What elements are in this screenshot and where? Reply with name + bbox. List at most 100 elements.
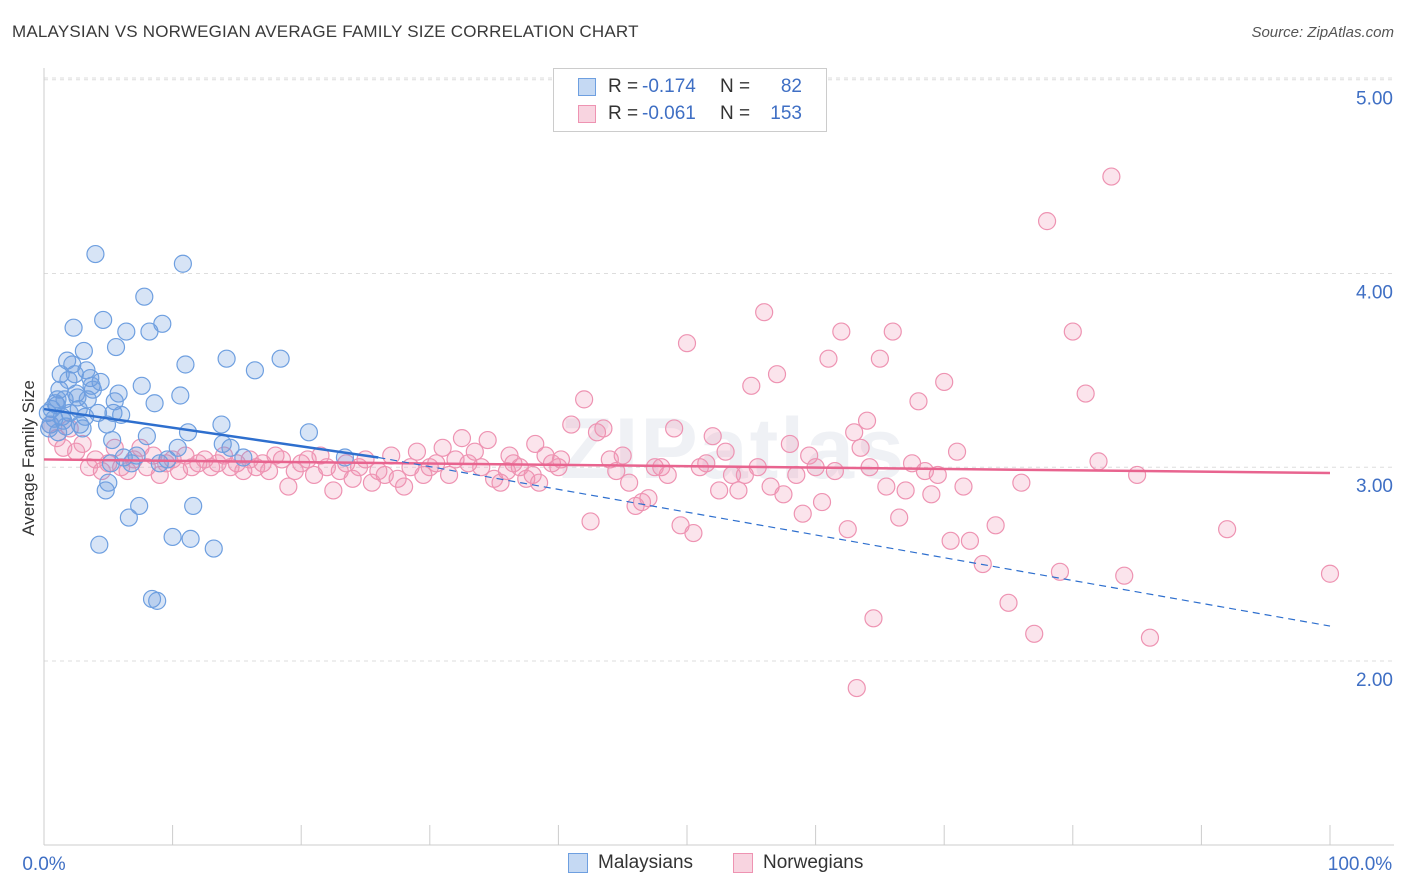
malaysian-point bbox=[168, 438, 187, 457]
malaysian-point bbox=[212, 415, 231, 434]
malaysian-point bbox=[176, 355, 195, 374]
axes bbox=[43, 68, 1394, 846]
legend-swatch-malaysian bbox=[578, 78, 596, 96]
norwegian-point bbox=[883, 322, 902, 341]
norwegian-point bbox=[343, 469, 362, 488]
malaysian-point bbox=[271, 349, 290, 368]
norwegian-point bbox=[845, 423, 864, 442]
legend-r-label: R = bbox=[608, 76, 639, 97]
norwegian-point bbox=[1127, 465, 1147, 485]
norwegian-point bbox=[613, 446, 632, 465]
norwegian-point bbox=[311, 446, 330, 465]
legend-n-label: N = bbox=[720, 76, 751, 97]
norwegian-point bbox=[382, 446, 401, 465]
malaysian-point bbox=[117, 322, 136, 341]
norwegian-point bbox=[774, 485, 793, 504]
norwegian-point bbox=[73, 434, 92, 454]
norwegian-point bbox=[1320, 564, 1340, 583]
malaysian-point bbox=[178, 423, 198, 442]
norwegian-point bbox=[500, 446, 519, 465]
malaysian-point bbox=[153, 314, 172, 333]
norwegian-point bbox=[1218, 520, 1237, 539]
norwegian-point bbox=[665, 419, 684, 438]
norwegian-point bbox=[465, 442, 484, 461]
malaysian-point bbox=[135, 287, 154, 306]
norwegian-point bbox=[819, 349, 838, 368]
malaysian-point bbox=[64, 318, 83, 337]
norwegian-point bbox=[1076, 384, 1095, 403]
norwegian-point bbox=[800, 446, 819, 465]
malaysian-points bbox=[38, 244, 355, 610]
norwegian-point bbox=[594, 419, 613, 438]
norwegian-point bbox=[722, 465, 742, 485]
y-tick-label: 2.00 bbox=[1356, 670, 1393, 691]
norwegian-point bbox=[1115, 566, 1134, 585]
malaysian-point bbox=[86, 244, 105, 264]
norwegian-point bbox=[607, 461, 626, 481]
norwegian-point bbox=[812, 492, 832, 512]
malaysian-point bbox=[48, 390, 67, 409]
malaysian-point bbox=[74, 341, 93, 361]
correlation-legend: R = -0.174 N = 82 R = -0.061 N = 153 bbox=[553, 68, 827, 132]
malaysian-point bbox=[65, 365, 84, 384]
malaysian-point bbox=[171, 386, 190, 405]
y-tick-label: 3.00 bbox=[1356, 476, 1393, 497]
source-label: Source: ZipAtlas.com bbox=[1251, 24, 1394, 41]
malaysian-point bbox=[94, 310, 113, 330]
norwegian-point bbox=[935, 372, 954, 392]
norwegian-point bbox=[433, 438, 452, 457]
legend-item-norwegians[interactable]: Norwegians bbox=[733, 852, 863, 874]
norwegian-point bbox=[677, 334, 697, 353]
norwegian-point bbox=[703, 427, 722, 446]
malaysian-point bbox=[181, 529, 200, 548]
malaysian-point bbox=[56, 417, 75, 436]
norwegian-point bbox=[710, 481, 729, 500]
norwegian-point bbox=[922, 485, 941, 504]
norwegian-point bbox=[407, 442, 427, 461]
legend-r-label: R = bbox=[608, 103, 639, 124]
x-tick-label: 0.0% bbox=[22, 854, 65, 875]
norwegian-point bbox=[272, 450, 292, 469]
malaysian-point bbox=[82, 376, 101, 395]
norwegian-point bbox=[857, 411, 877, 430]
norwegian-point bbox=[755, 303, 774, 322]
norwegian-point bbox=[986, 516, 1005, 535]
legend-item-malaysians[interactable]: Malaysians bbox=[568, 852, 693, 874]
legend-n-value: 153 bbox=[770, 103, 802, 124]
malaysian-point bbox=[173, 254, 192, 273]
norwegian-point bbox=[793, 504, 812, 523]
norwegian-point bbox=[575, 390, 594, 409]
malaysian-point bbox=[119, 508, 138, 527]
norwegian-point bbox=[954, 477, 973, 496]
norwegian-point bbox=[1102, 167, 1121, 186]
malaysian-trend-line bbox=[43, 407, 379, 459]
chart-title: MALAYSIAN VS NORWEGIAN AVERAGE FAMILY SI… bbox=[12, 22, 639, 41]
norwegian-point bbox=[1012, 473, 1031, 492]
norwegian-point bbox=[787, 465, 806, 485]
norwegian-point bbox=[1050, 562, 1070, 581]
malaysian-point bbox=[234, 448, 253, 467]
norwegian-trend-line bbox=[43, 458, 1331, 475]
malaysian-point bbox=[137, 427, 156, 446]
norwegian-point bbox=[890, 508, 909, 527]
series-legend: Malaysians Norwegians bbox=[0, 852, 1406, 878]
norwegian-point bbox=[767, 365, 787, 384]
malaysian-point bbox=[299, 423, 319, 442]
norwegian-point bbox=[928, 465, 947, 485]
norwegian-point bbox=[491, 473, 510, 492]
norwegian-point bbox=[851, 438, 870, 457]
malaysian-point bbox=[90, 535, 109, 554]
norwegian-point bbox=[671, 516, 690, 535]
malaysian-point bbox=[184, 496, 203, 516]
malaysian-point bbox=[103, 430, 122, 450]
norwegian-point bbox=[825, 461, 844, 481]
malaysians-label: Malaysians bbox=[598, 852, 694, 873]
norwegian-point bbox=[526, 434, 545, 454]
norwegian-point bbox=[1140, 628, 1160, 647]
malaysian-point bbox=[91, 372, 110, 392]
norwegian-point bbox=[562, 415, 581, 434]
norwegian-point bbox=[1089, 452, 1108, 471]
norwegian-point bbox=[581, 512, 600, 531]
legend-r-value: -0.061 bbox=[642, 103, 696, 124]
